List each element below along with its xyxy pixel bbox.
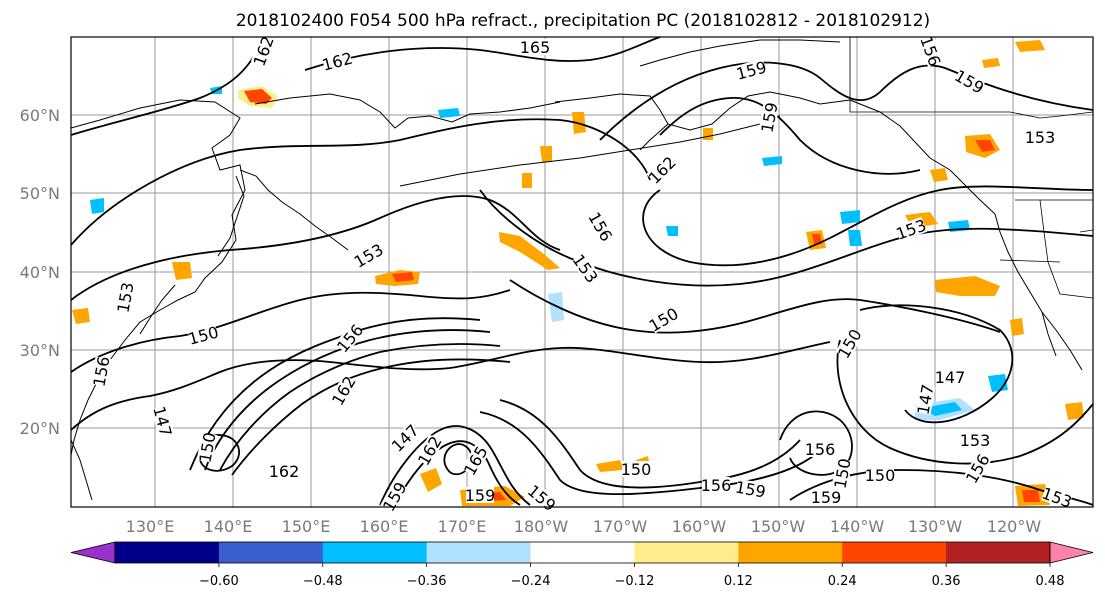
contour-label: 162: [269, 462, 300, 481]
colorbar-segment: [634, 542, 739, 563]
contour-label-text: 165: [520, 38, 551, 57]
lon-tick-label: 130°E: [126, 517, 175, 536]
colorbar-tick-label: −0.60: [199, 574, 239, 589]
colorbar-tick-label: −0.36: [407, 574, 447, 589]
contour-label: 153: [1025, 128, 1056, 147]
contour-label-text: 150: [865, 466, 896, 485]
lon-tick-label: 150°E: [282, 517, 331, 536]
colorbar: [70, 541, 1094, 564]
contour-label-text: 159: [465, 486, 496, 505]
lat-tick-label: 30°N: [20, 341, 60, 360]
lon-tick-label: 160°E: [360, 517, 409, 536]
lat-tick-label: 50°N: [20, 184, 60, 203]
contour-label-text: 162: [269, 462, 300, 481]
political-borders: [849, 37, 1094, 299]
contour-label-text: 156: [805, 440, 836, 459]
lon-tick-label: 140°E: [204, 517, 253, 536]
longitude-labels: 130°E 140°E 150°E 160°E 170°E 180°W 170°W 160°W…: [126, 517, 1042, 536]
contour-label: 147: [935, 368, 966, 387]
contour-label: 156: [701, 476, 732, 495]
colorbar-tick-label: 0.12: [724, 574, 753, 589]
contour-label: 156: [805, 440, 836, 459]
colorbar-tick-label: 0.48: [1036, 574, 1065, 589]
lon-tick-label: 170°W: [593, 517, 648, 536]
lon-tick-label: 170°E: [438, 517, 487, 536]
lon-tick-label: 140°W: [830, 517, 885, 536]
colorbar-segment: [842, 542, 947, 563]
colorbar-extend-high: [1049, 541, 1094, 564]
contour-label-text: 156: [701, 476, 732, 495]
lon-tick-label: 120°W: [987, 517, 1042, 536]
colorbar-tick-label: 0.24: [828, 574, 857, 589]
lon-tick-label: 160°W: [672, 517, 727, 536]
lon-tick-label: 150°W: [751, 517, 806, 536]
contour-label: 159: [811, 488, 842, 507]
colorbar-outline: [114, 541, 1051, 564]
lon-tick-label: 130°W: [908, 517, 963, 536]
colorbar-extend-low: [70, 541, 116, 564]
colorbar-tick-label: −0.12: [615, 574, 655, 589]
contour-label-text: 159: [811, 488, 842, 507]
colorbar-segment: [738, 542, 843, 563]
contour-label: 150: [865, 466, 896, 485]
lat-tick-label: 40°N: [20, 263, 60, 282]
contour-label: 153: [960, 431, 991, 450]
contour-label: 165: [520, 38, 551, 57]
contour-label-text: 150: [621, 460, 652, 479]
colorbar-tick-label: 0.36: [932, 574, 961, 589]
coastlines: [70, 39, 1083, 501]
colorbar-tick-label: −0.24: [511, 574, 551, 589]
colorbar-tick-labels: −0.60 −0.48 −0.36 −0.24 −0.12 0.12 0.24 0.36 0.4…: [199, 563, 1065, 589]
figure-title: 2018102400 F054 500 hPa refract., precip…: [236, 11, 930, 31]
colorbar-segment: [115, 542, 220, 563]
colorbar-segment: [426, 542, 532, 563]
lat-tick-label: 60°N: [20, 106, 60, 125]
contour-label-text: 147: [935, 368, 966, 387]
contour-label-text: 153: [960, 431, 991, 450]
contour-label: 159: [465, 486, 496, 505]
colorbar-segment: [530, 542, 635, 563]
colorbar-segment: [218, 542, 324, 563]
precip-anomaly-shading: [72, 40, 1084, 506]
lat-tick-label: 20°N: [20, 419, 60, 438]
colorbar-segment: [322, 542, 428, 563]
contour-label-text: 153: [1025, 128, 1056, 147]
contour-label: 159: [734, 478, 767, 502]
colorbar-tick-label: −0.48: [303, 574, 343, 589]
latitude-labels: 60°N 50°N 40°N 30°N 20°N: [20, 106, 60, 438]
contour-label: 150: [621, 460, 652, 479]
map-frame: [70, 36, 1094, 508]
colorbar-segment: [946, 542, 1051, 563]
lon-tick-label: 180°W: [514, 517, 569, 536]
